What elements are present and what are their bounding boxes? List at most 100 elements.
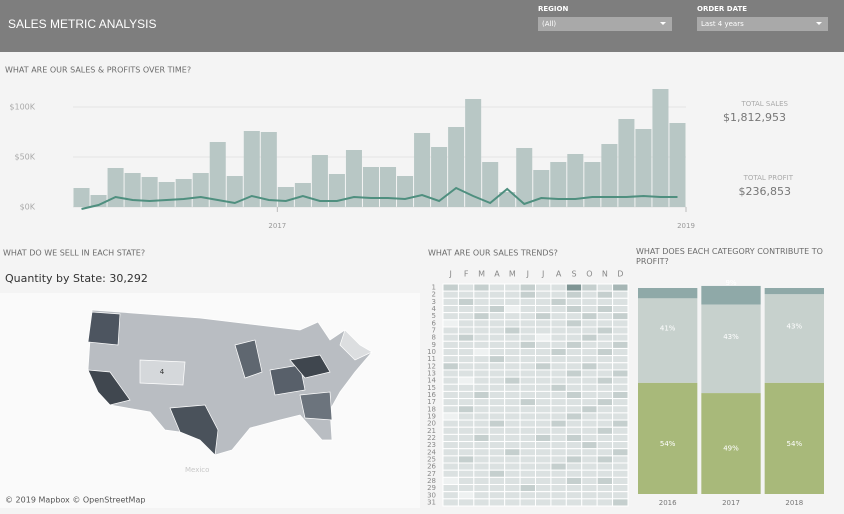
heat-cell (488, 347, 506, 357)
heat-cell (596, 455, 614, 464)
heat-cell (535, 304, 552, 314)
heat-cell (442, 426, 459, 435)
filter-dropdown[interactable] (538, 17, 672, 31)
bar (260, 132, 277, 207)
heat-cell (473, 355, 490, 364)
x-tick-label: 2018 (785, 499, 803, 507)
row-label: 23 (427, 441, 436, 449)
heat-cell (565, 398, 583, 407)
filter-value: Last 4 years (701, 20, 744, 28)
section-title-box: WHAT DOES EACH CATEGORY CONTRIBUTE TO PR… (636, 247, 823, 266)
heat-cell (550, 390, 567, 400)
heat-cell (488, 312, 506, 321)
heat-cell (457, 319, 475, 328)
heat-cell (550, 355, 567, 364)
row-label: 30 (427, 491, 436, 499)
heat-cell (535, 333, 552, 342)
row-label: 27 (427, 470, 436, 478)
heat-cell (442, 362, 459, 371)
heat-cell (612, 398, 629, 407)
heat-cell (519, 441, 536, 450)
heat-cell (596, 312, 614, 321)
heat-cell (612, 426, 629, 435)
bar (550, 162, 567, 207)
heat-cell (581, 283, 598, 292)
heat-cell (535, 441, 552, 450)
heat-cell (488, 283, 506, 292)
heat-cell (504, 383, 521, 392)
bar (567, 154, 584, 207)
bar (380, 167, 397, 207)
heat-cell (612, 383, 629, 392)
heat-cell (457, 333, 475, 342)
x-tick-label: 2016 (659, 499, 677, 507)
heat-cell (596, 290, 614, 299)
heat-cell (581, 405, 598, 414)
map-label: Mexico (185, 466, 209, 474)
heat-cell (473, 448, 490, 457)
heat-cell (457, 347, 475, 357)
heat-cell (596, 405, 614, 414)
stack-segment (764, 294, 824, 383)
heat-cell (504, 304, 521, 314)
bar (158, 182, 175, 207)
heat-cell (488, 469, 506, 478)
heat-cell (550, 462, 567, 471)
heat-cell (442, 326, 459, 335)
heat-cell (473, 283, 490, 292)
heat-cell (457, 390, 475, 400)
y-tick-label: $50K (14, 153, 35, 162)
heat-cell (488, 390, 506, 400)
heat-cell (535, 362, 552, 371)
heat-cell (612, 412, 629, 421)
heat-cell (519, 491, 536, 500)
heat-cell (535, 398, 552, 407)
heat-cell (550, 455, 567, 464)
heat-cell (612, 484, 629, 493)
heat-cell (581, 290, 598, 299)
column-label: A (556, 270, 562, 279)
row-label: 17 (427, 398, 436, 406)
heat-cell (519, 376, 536, 385)
row-label: 11 (427, 355, 436, 363)
row-label: 7 (432, 327, 436, 335)
heat-cell (596, 426, 614, 435)
heat-cell (550, 297, 567, 306)
heat-cell (565, 347, 583, 357)
heat-cell (442, 333, 459, 342)
heat-cell (612, 441, 629, 450)
heat-cell (612, 462, 629, 471)
heat-cell (504, 319, 521, 328)
heat-cell (565, 304, 583, 314)
heat-cell (565, 412, 583, 421)
heat-cell (473, 476, 490, 486)
heat-cell (612, 491, 629, 500)
row-label: 22 (427, 434, 436, 442)
heat-cell (535, 462, 552, 471)
stack-segment (701, 285, 761, 305)
bar (124, 173, 141, 207)
row-label: 3 (432, 298, 436, 306)
heat-cell (596, 476, 614, 486)
heat-cell (457, 297, 475, 306)
map-state (299, 391, 333, 421)
heat-cell (565, 448, 583, 457)
heat-cell (504, 405, 521, 414)
heat-cell (519, 426, 536, 435)
heat-cell (535, 484, 552, 493)
heat-cell (565, 369, 583, 378)
heat-cell (581, 319, 598, 328)
heat-cell (581, 419, 598, 428)
heat-cell (535, 412, 552, 421)
heat-cell (596, 304, 614, 314)
heat-cell (519, 398, 536, 407)
heat-cell (581, 448, 598, 457)
heat-cell (550, 398, 567, 407)
heat-cell (457, 376, 475, 385)
x-tick-label: 2017 (722, 499, 740, 507)
filter-dropdown[interactable] (697, 17, 828, 31)
heat-cell (519, 462, 536, 471)
heat-cell (612, 333, 629, 342)
heat-cell (488, 355, 506, 364)
stack-segment (764, 288, 824, 295)
